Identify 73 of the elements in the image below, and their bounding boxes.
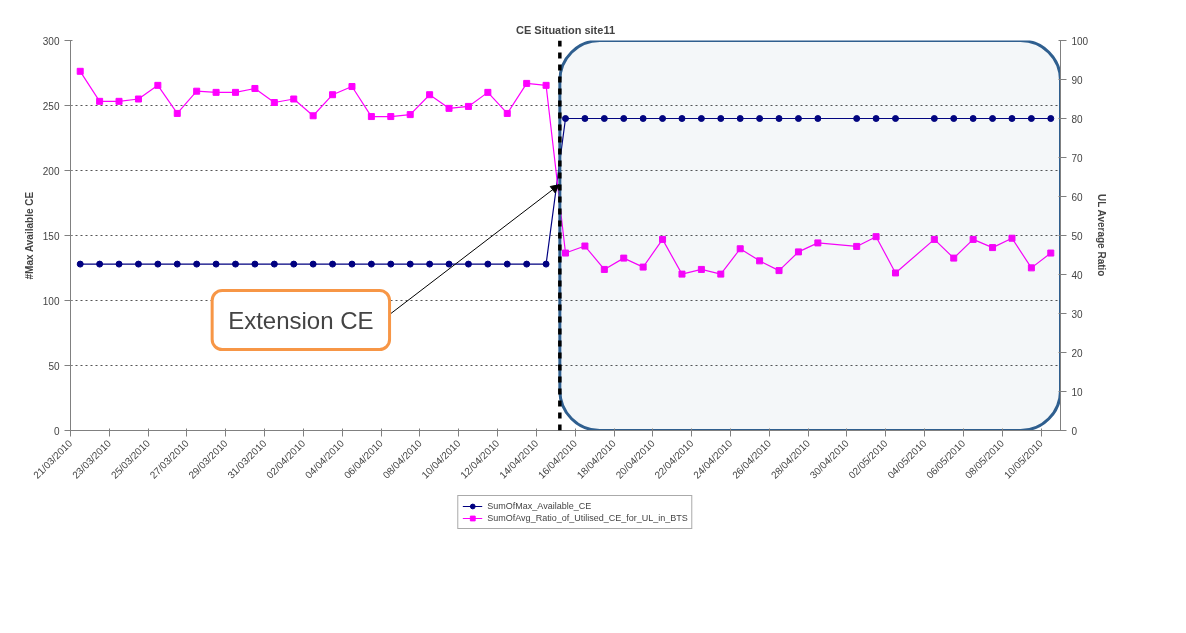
y2-tick-label: 60 — [1071, 191, 1084, 203]
y-tick-label: 50 — [48, 360, 60, 372]
point — [950, 254, 958, 262]
point — [639, 263, 647, 271]
y-tick-label: 100 — [42, 295, 60, 307]
legend-label: SumOfAvg_Ratio_of_Utilised_CE_for_UL_in_BTS — [487, 512, 688, 524]
point — [989, 244, 997, 252]
y2-axis-title: UL Average Ratio — [1096, 194, 1108, 277]
point — [445, 104, 453, 112]
y2-tick-label: 50 — [1071, 230, 1084, 242]
point — [756, 257, 764, 265]
point — [173, 109, 181, 117]
point — [1008, 234, 1016, 242]
y-tick-label: 0 — [53, 425, 60, 437]
y2-tick-label: 0 — [1071, 425, 1078, 437]
point — [426, 91, 434, 99]
point — [523, 79, 531, 87]
point — [503, 109, 511, 117]
point — [464, 102, 472, 110]
y-tick-label: 150 — [42, 230, 60, 242]
chart-title: CE Situation site11 — [515, 23, 616, 36]
point — [212, 88, 220, 96]
point — [814, 239, 822, 247]
y-axis-title: #Max Available CE — [23, 191, 35, 280]
point — [930, 235, 938, 243]
point — [969, 235, 977, 243]
point — [193, 87, 201, 95]
y-tick-label: 250 — [42, 100, 60, 112]
point — [251, 84, 259, 92]
y2-tick-label: 30 — [1071, 308, 1084, 320]
point — [115, 97, 123, 105]
point — [736, 245, 744, 253]
point — [853, 242, 861, 250]
point — [348, 83, 356, 91]
point — [387, 113, 395, 121]
point — [154, 81, 162, 89]
point — [329, 91, 337, 99]
point — [678, 270, 686, 278]
point — [872, 233, 880, 241]
point — [562, 249, 569, 257]
point — [892, 269, 899, 277]
legend-label: SumOfMax_Available_CE — [487, 500, 592, 512]
point — [775, 267, 783, 275]
point — [1047, 249, 1055, 257]
point — [134, 95, 142, 103]
y-tick-label: 300 — [42, 35, 60, 47]
point — [309, 112, 317, 120]
y2-tick-label: 90 — [1071, 74, 1084, 86]
point — [1027, 264, 1035, 272]
y2-tick-label: 80 — [1071, 113, 1084, 125]
point — [717, 270, 725, 278]
point — [659, 235, 667, 243]
point — [270, 99, 278, 107]
y2-tick-label: 10 — [1071, 386, 1084, 398]
point — [290, 95, 298, 103]
point — [600, 265, 608, 273]
y2-tick-label: 20 — [1071, 347, 1084, 359]
annotation: Extension CE — [228, 306, 374, 334]
point — [76, 67, 84, 75]
point — [794, 248, 802, 256]
y2-tick-label: 70 — [1071, 152, 1084, 164]
point — [620, 254, 628, 262]
y2-tick-label: 40 — [1071, 269, 1084, 281]
point — [406, 111, 414, 119]
point — [232, 88, 239, 96]
point — [697, 265, 705, 273]
point — [484, 88, 492, 96]
point — [96, 97, 104, 105]
point — [367, 113, 375, 121]
y2-tick-label: 100 — [1071, 35, 1089, 47]
y-tick-label: 200 — [42, 165, 60, 177]
point — [542, 81, 550, 89]
point — [581, 242, 589, 250]
